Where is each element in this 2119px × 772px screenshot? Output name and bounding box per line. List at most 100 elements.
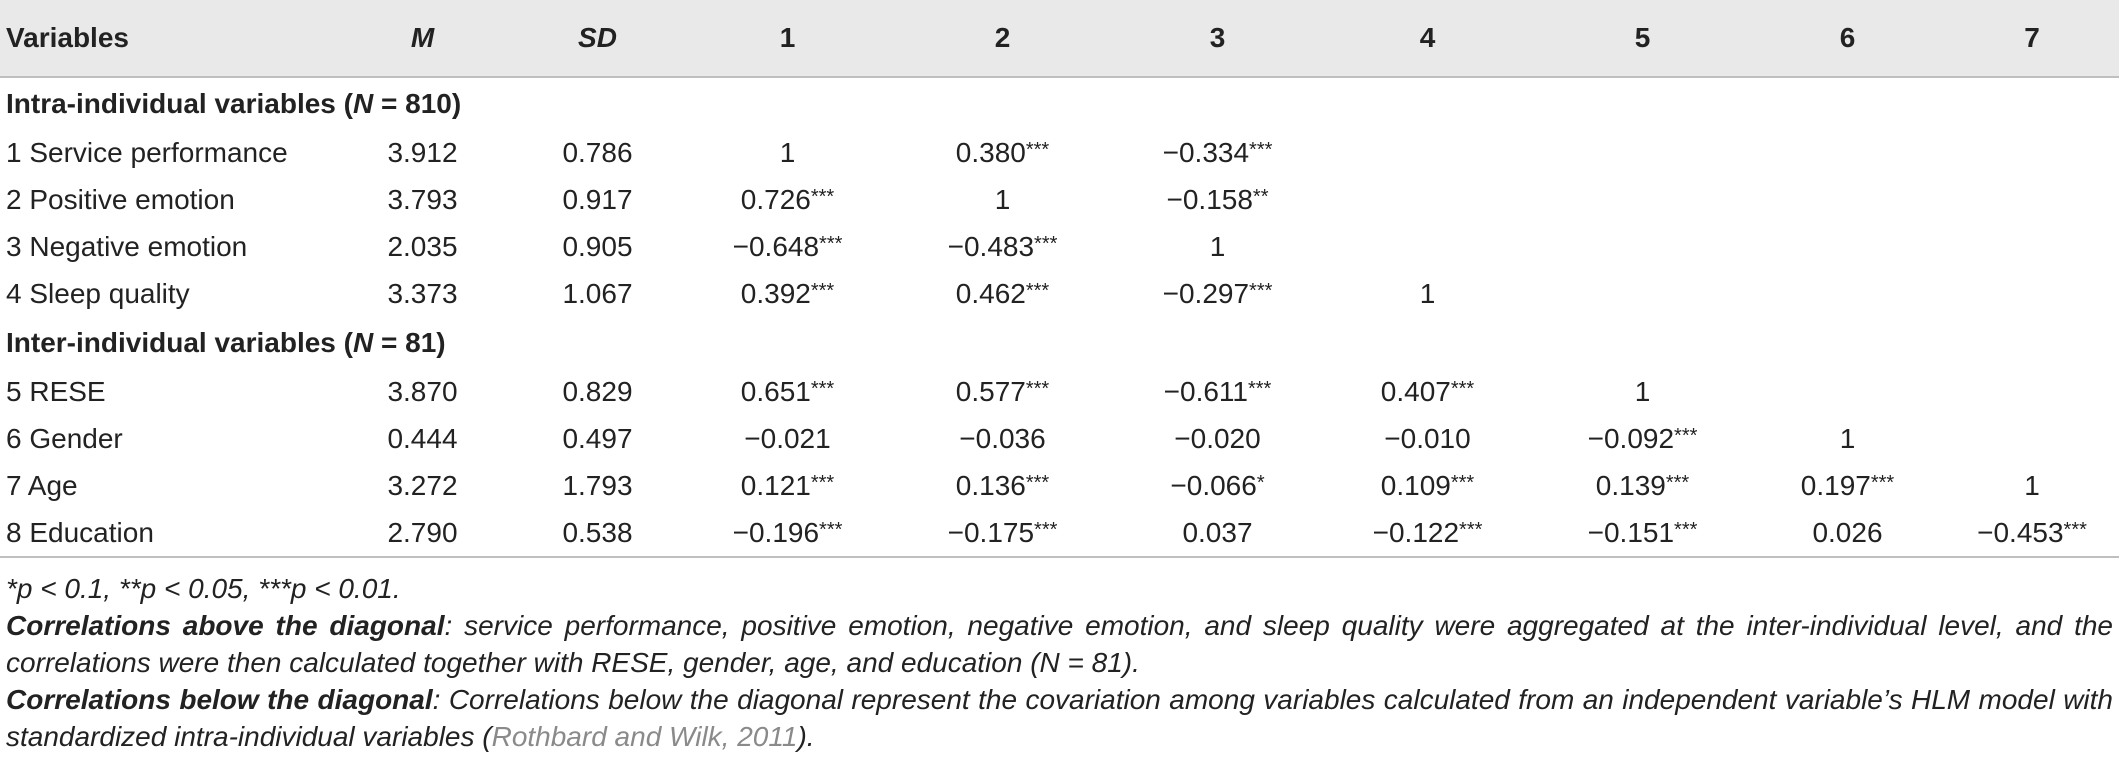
cell-c2: 0.380***: [955, 136, 1050, 168]
cell-mean: 2.035: [387, 230, 458, 262]
cell-mean: 3.870: [387, 375, 458, 407]
table-row: 8 Education 2.790 0.538 −0.196*** −0.175*** 0…: [0, 509, 2119, 558]
cell-c2: −0.483***: [947, 230, 1058, 262]
significance-note: *p < 0.1, **p < 0.05, ***p < 0.01.: [6, 573, 401, 604]
table-row: 2 Positive emotion 3.793 0.917 0.726*** 1 −0.…: [0, 176, 2119, 223]
cell-mean: 2.790: [335, 509, 510, 558]
header-row: Variables M SD 1 2 3 4 5 6 7: [0, 0, 2119, 78]
table-row: 3 Negative emotion 2.035 0.905 −0.648*** −0.…: [0, 223, 2119, 270]
below-diagonal-title: Correlations below the diagonal: [6, 684, 433, 715]
header-mean: M: [335, 0, 510, 78]
section-inter-suffix: = 81): [373, 326, 446, 358]
header-col-7: 7: [1945, 0, 2119, 78]
cell-c1: 0.121***: [740, 469, 835, 501]
cell-c3: −0.297***: [1162, 277, 1273, 309]
cell-c6: [1750, 223, 1945, 270]
row-label: 8 Education: [0, 509, 335, 558]
section-intra: Intra-individual variables (N = 810): [0, 77, 2119, 129]
cell-c4: [1320, 176, 1535, 223]
header-col-1: 1: [685, 0, 890, 78]
cell-c6: 0.197***: [1800, 469, 1895, 501]
cell-sd: 1.793: [562, 469, 633, 501]
table-notes: *p < 0.1, **p < 0.05, ***p < 0.01. Corre…: [0, 558, 2119, 755]
cell-sd: 0.786: [562, 136, 633, 168]
cell-c2: 0.136***: [955, 469, 1050, 501]
cell-c3: −0.020: [1174, 422, 1261, 454]
cell-c3: 1: [1209, 230, 1226, 262]
above-diagonal-title: Correlations above the diagonal: [6, 610, 445, 641]
cell-c1: −0.196***: [685, 509, 890, 558]
cell-c3: −0.066*: [1170, 469, 1265, 501]
cell-sd: 0.905: [562, 230, 633, 262]
cell-c5: −0.092***: [1587, 422, 1698, 454]
section-intra-n: N: [352, 87, 374, 119]
section-inter-n: N: [352, 326, 374, 358]
below-diagonal-note: Correlations below the diagonal: Correla…: [6, 681, 2113, 755]
section-intra-prefix: Intra-individual variables (: [6, 87, 353, 119]
header-col-5: 5: [1535, 0, 1750, 78]
cell-sd: 1.067: [562, 277, 633, 309]
cell-c6: 0.026: [1750, 509, 1945, 558]
table-row: 6 Gender 0.444 0.497 −0.021 −0.036 −0.020 −0.0…: [0, 415, 2119, 462]
cell-mean: 3.912: [387, 136, 458, 168]
cell-c7: [1945, 223, 2119, 270]
below-diagonal-text: : Correlations below the diagonal repres…: [6, 684, 2114, 752]
cell-c7: [1945, 368, 2119, 415]
cell-mean: 3.793: [387, 183, 458, 215]
cell-sd: 0.829: [562, 375, 633, 407]
cell-c5: −0.151***: [1535, 509, 1750, 558]
cell-c4: −0.010: [1384, 422, 1471, 454]
header-sd: SD: [510, 0, 685, 78]
row-label: 4 Sleep quality: [6, 277, 190, 309]
section-inter-label: Inter-individual variables (N = 81): [0, 317, 2119, 368]
cell-mean: 3.272: [387, 469, 458, 501]
cell-c2: 1: [994, 183, 1011, 215]
cell-c3: −0.334***: [1162, 136, 1273, 168]
cell-c2: −0.036: [959, 422, 1046, 454]
table-row: 5 RESE 3.870 0.829 0.651*** 0.577*** −0.611**…: [0, 368, 2119, 415]
cell-c6: [1750, 270, 1945, 317]
cell-sd: 0.917: [562, 183, 633, 215]
row-label: 2 Positive emotion: [6, 183, 235, 215]
correlation-table-figure: Variables M SD 1 2 3 4 5 6 7 Intra-indiv…: [0, 0, 2119, 755]
cell-c1: 0.726***: [740, 183, 835, 215]
cell-c5: 0.139***: [1595, 469, 1690, 501]
above-diagonal-note: Correlations above the diagonal: service…: [6, 607, 2113, 681]
below-diagonal-end: ).: [797, 721, 815, 752]
cell-mean: 3.373: [387, 277, 458, 309]
row-label: 5 RESE: [6, 375, 106, 407]
correlation-table: Variables M SD 1 2 3 4 5 6 7 Intra-indiv…: [0, 0, 2119, 558]
section-inter: Inter-individual variables (N = 81): [0, 317, 2119, 368]
cell-c3: 0.037: [1115, 509, 1320, 558]
cell-c2: 0.462***: [955, 277, 1050, 309]
section-inter-prefix: Inter-individual variables (: [6, 326, 353, 358]
row-label: 7 Age: [6, 469, 78, 501]
header-col-2: 2: [890, 0, 1115, 78]
cell-c1: 1: [779, 136, 796, 168]
section-intra-suffix: = 810): [373, 87, 462, 119]
cell-c3: −0.611***: [1163, 375, 1272, 407]
cell-c3: −0.158**: [1166, 183, 1269, 215]
cell-c7: [1945, 129, 2119, 176]
cell-c7: [1945, 176, 2119, 223]
above-diagonal-text: : service performance, positive emotion,…: [6, 610, 2113, 678]
cell-sd: 0.538: [510, 509, 685, 558]
header-col-6: 6: [1750, 0, 1945, 78]
cell-c6: [1750, 368, 1945, 415]
cell-c4: 1: [1419, 277, 1436, 309]
reference-link[interactable]: Rothbard and Wilk, 2011: [491, 721, 798, 752]
row-label: 1 Service performance: [6, 136, 288, 168]
header-col-3: 3: [1115, 0, 1320, 78]
cell-c1: −0.021: [744, 422, 831, 454]
cell-c5: [1535, 129, 1750, 176]
cell-c4: 0.109***: [1380, 469, 1475, 501]
row-label: 3 Negative emotion: [6, 230, 248, 262]
cell-c2: 0.577***: [955, 375, 1050, 407]
cell-mean: 0.444: [387, 422, 458, 454]
cell-c5: [1535, 270, 1750, 317]
cell-c4: 0.407***: [1380, 375, 1475, 407]
cell-c5: [1535, 223, 1750, 270]
table-row: 1 Service performance 3.912 0.786 1 0.380***…: [0, 129, 2119, 176]
cell-c1: 0.651***: [740, 375, 835, 407]
cell-c2: −0.175***: [890, 509, 1115, 558]
